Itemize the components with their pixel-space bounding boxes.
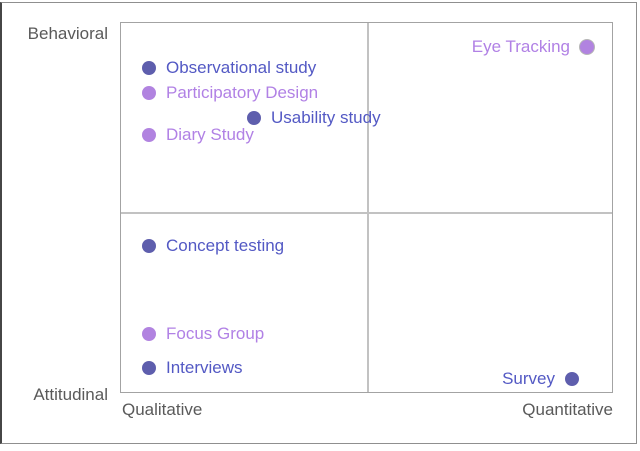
plot-area: Observational study Participatory Design U… xyxy=(120,22,613,393)
data-point-label: Focus Group xyxy=(166,324,265,343)
data-point-label: Diary Study xyxy=(166,125,254,144)
data-point: Interviews xyxy=(142,357,243,379)
data-point-dot xyxy=(580,40,594,54)
data-point-label: Participatory Design xyxy=(166,83,319,102)
data-point: Eye Tracking xyxy=(472,36,594,58)
data-point: Diary Study xyxy=(142,124,254,146)
data-point-dot xyxy=(142,239,156,253)
x-axis-label-qualitative: Qualitative xyxy=(122,400,203,419)
data-point-dot xyxy=(142,327,156,341)
data-point: Usability study xyxy=(247,107,381,129)
data-point-label: Usability study xyxy=(271,108,381,127)
data-point: Survey xyxy=(502,368,579,390)
quadrant-horizontal-divider xyxy=(121,212,612,214)
y-axis-label-attitudinal: Attitudinal xyxy=(33,385,108,404)
data-point-label: Interviews xyxy=(166,358,243,377)
data-point: Focus Group xyxy=(142,323,264,345)
data-point-label: Eye Tracking xyxy=(471,37,570,56)
quadrant-vertical-divider xyxy=(367,23,369,392)
data-point-label: Concept testing xyxy=(166,236,285,255)
data-point: Concept testing xyxy=(142,235,284,257)
data-point: Observational study xyxy=(142,57,316,79)
data-point-label: Survey xyxy=(502,369,555,388)
x-axis-label-quantitative: Quantitative xyxy=(522,400,613,419)
data-point-dot xyxy=(142,61,156,75)
y-axis-label-behavioral: Behavioral xyxy=(27,24,108,43)
data-point-dot xyxy=(247,111,261,125)
data-point-dot xyxy=(142,86,156,100)
data-point-label: Observational study xyxy=(166,58,317,77)
data-point: Participatory Design xyxy=(142,82,318,104)
data-point-dot xyxy=(142,361,156,375)
data-point-dot xyxy=(142,128,156,142)
data-point-dot xyxy=(565,372,579,386)
